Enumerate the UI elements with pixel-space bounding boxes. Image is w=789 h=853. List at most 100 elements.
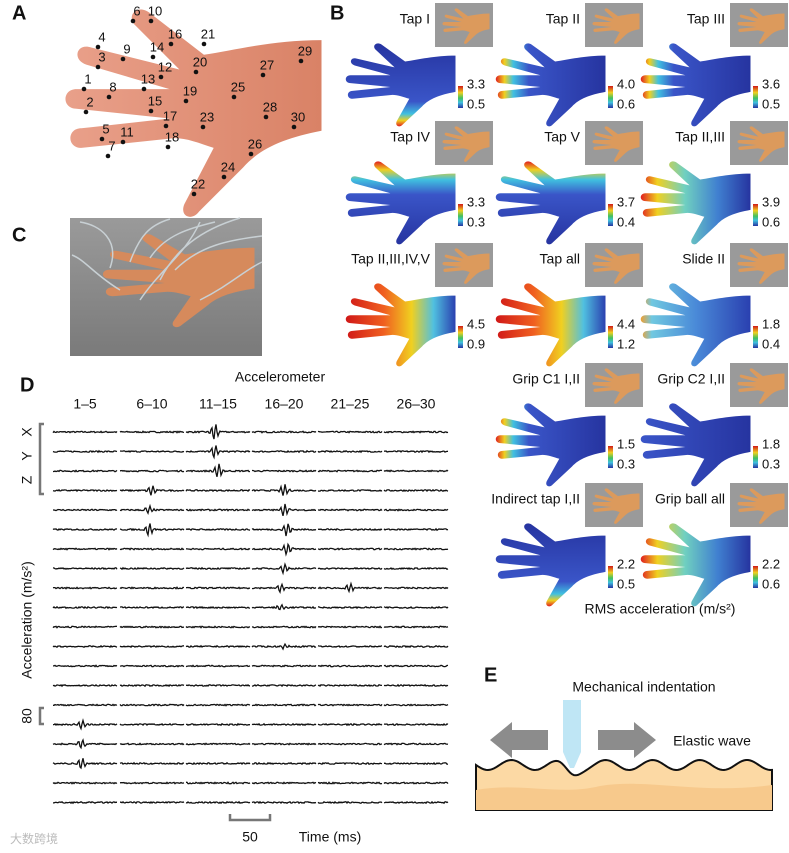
heatmap: Tap III 3.6 0.5 [640,3,788,127]
colorbar-min: 0.6 [617,96,635,111]
trace [120,801,185,805]
trace [185,625,251,629]
heatmap: Tap II 4.0 0.6 [495,3,643,127]
sensor-label: 25 [231,79,245,94]
trace [317,781,383,785]
trace [252,469,317,473]
colorbar-max: 1.8 [762,316,780,331]
sensor-dot [163,123,169,129]
trace [53,703,118,707]
trace [52,547,118,551]
trace [317,800,383,805]
colorbar-min: 0.3 [617,456,635,471]
sensor-dot [221,174,227,180]
map-title: Indirect tap I,II [491,491,580,507]
trace [251,430,317,434]
sensor-label: 23 [200,109,214,124]
colorbar [458,326,463,348]
sensor-label: 28 [263,99,277,114]
trace [383,683,449,687]
axis-label: X [19,427,35,437]
sensor-dot [120,56,126,62]
trace [317,605,383,610]
sensor-dot [150,54,156,60]
colorbar-caption: RMS acceleration (m/s²) [585,601,736,617]
sensor-label: 12 [158,59,172,74]
colorbar-min: 0.6 [762,214,780,229]
sensor-dot [201,41,207,47]
axis-label: Z [19,475,35,484]
sensor-dot [165,144,171,150]
map-title: Tap II,III,IV,V [351,251,431,267]
map-title: Tap II [546,11,580,27]
trace [383,722,449,727]
trace [185,605,251,610]
panel-label: A [12,2,26,24]
trace [185,684,250,687]
sensor-label: 24 [221,159,235,174]
trace [251,603,317,611]
trace [383,488,449,493]
sensor-label: 1 [84,71,91,86]
sensor-label: 4 [98,29,105,44]
trace [119,523,185,538]
trace [119,469,185,473]
amplitude-scale: 80 [19,708,35,724]
trace [317,430,383,434]
trace [53,508,118,512]
trace [119,625,185,629]
trace [383,664,449,668]
sensor-dot [99,136,105,142]
map-title: Tap I [400,11,430,27]
colorbar-max: 4.5 [467,316,485,331]
map-title: Grip C1 I,II [512,371,580,387]
arrow-right [598,722,656,758]
trace [317,489,383,492]
trace [251,503,316,517]
sensor-dot [83,109,89,115]
trace [383,800,449,805]
colorbar-min: 1.2 [617,336,635,351]
colorbar-max: 2.2 [617,556,635,571]
trace [251,642,317,651]
trace [185,703,251,707]
map-title: Grip ball all [655,491,725,507]
panel-a: A 12345678910111213141516171819202122232… [12,2,322,217]
time-scale-bar [228,814,272,822]
trace [251,625,317,629]
hand-map [640,283,751,367]
colorbar-max: 1.8 [762,436,780,451]
trace [52,430,118,434]
time-scale: 50 [242,829,258,845]
hand-map [495,43,606,127]
sensor-label: 26 [248,136,262,151]
hand-map [640,523,751,607]
colorbar [608,566,613,588]
sensor-label: 29 [298,43,312,58]
heatmap: Tap V 3.7 0.4 [495,121,643,245]
trace [251,684,317,688]
colorbar-min: 0.4 [617,214,635,229]
heatmap: Slide II 1.8 0.4 [640,243,788,367]
colorbar [753,326,758,348]
trace [52,449,118,454]
sensor-dot [120,139,126,145]
trace [53,469,118,473]
hand-map [345,283,456,367]
heatmap: Tap IV 3.3 0.3 [345,121,493,245]
trace [251,562,317,576]
trace [383,645,449,649]
sensor-label: 20 [193,54,207,69]
trace [119,430,185,434]
sensor-dot [158,74,164,80]
trace [53,664,118,668]
panel-label: C [12,224,26,246]
sensor-label: 2 [86,94,93,109]
hand-map [345,161,456,245]
trace [251,703,317,707]
trace [185,463,251,478]
trace [251,722,317,727]
map-title: Tap all [540,251,580,267]
trace [52,644,118,649]
trace [383,566,449,571]
